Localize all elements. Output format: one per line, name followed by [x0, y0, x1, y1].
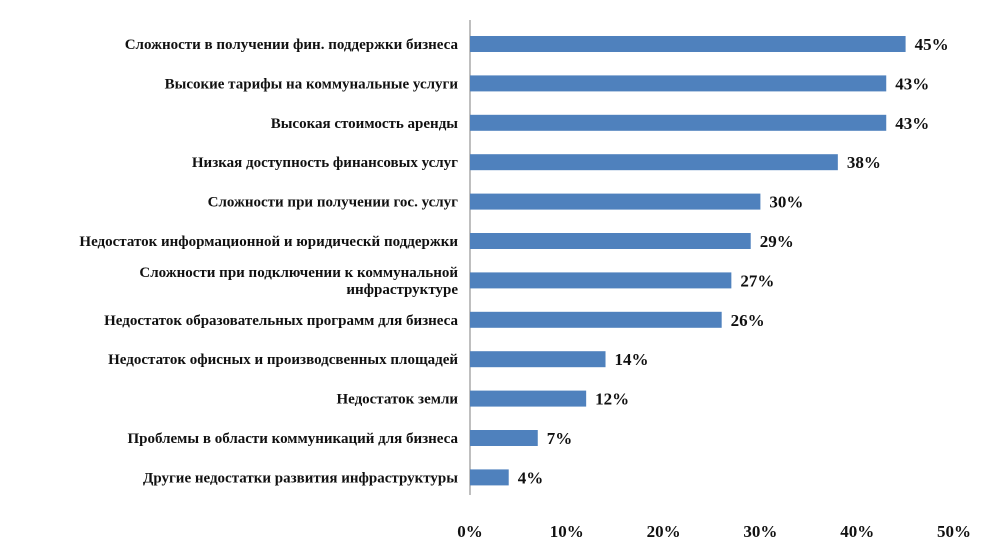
- bar: [470, 390, 587, 407]
- category-label: инфраструктуре: [346, 282, 458, 298]
- category-label: Недостаток образовательных программ для …: [104, 313, 458, 329]
- category-label: Сложности при получении гос. услуг: [208, 195, 459, 211]
- data-label: 43%: [895, 74, 929, 93]
- x-tick-label: 40%: [840, 522, 874, 541]
- data-label: 12%: [595, 390, 629, 409]
- data-label: 26%: [731, 311, 765, 330]
- category-label: Высокая стоимость аренды: [271, 116, 459, 132]
- bar: [470, 351, 606, 368]
- category-label: Недостаток офисных и производсвенных пло…: [108, 352, 458, 368]
- data-label: 45%: [915, 35, 949, 54]
- category-label: Недостаток информационной и юридическй п…: [79, 234, 458, 250]
- data-label: 7%: [547, 429, 573, 448]
- category-label: Высокие тарифы на коммунальные услуги: [165, 76, 459, 92]
- category-labels-group: Сложности в получении фин. поддержки биз…: [79, 37, 458, 486]
- data-labels-group: 45% 43% 43% 38% 30% 29% 27% 26% 14% 12% 7% 4%: [518, 35, 949, 487]
- category-label: Сложности при подключении к коммунальной: [139, 265, 458, 281]
- data-label: 4%: [518, 468, 544, 487]
- category-label: Проблемы в области коммуникаций для бизн…: [127, 431, 458, 447]
- category-label: Низкая доступность финансовых услуг: [192, 155, 458, 171]
- data-label: 30%: [769, 193, 803, 212]
- bar: [470, 430, 538, 446]
- data-label: 27%: [740, 271, 774, 290]
- bars-group: [470, 36, 906, 486]
- data-label: 14%: [615, 350, 649, 369]
- x-tick-label: 0%: [457, 522, 483, 541]
- data-label: 29%: [760, 232, 794, 251]
- bar: [470, 114, 887, 131]
- bar: [470, 75, 887, 92]
- bar: [470, 36, 906, 52]
- data-label: 43%: [895, 114, 929, 133]
- bar: [470, 193, 761, 210]
- category-label: Недостаток земли: [336, 392, 458, 408]
- data-label: 38%: [847, 153, 881, 172]
- category-label: Другие недостатки развития инфраструктур…: [143, 470, 458, 486]
- bar: [470, 154, 838, 171]
- bar: [470, 272, 732, 289]
- bar: [470, 233, 751, 249]
- x-tick-label: 10%: [550, 522, 584, 541]
- category-label: Сложности в получении фин. поддержки биз…: [125, 37, 459, 53]
- bar: [470, 311, 722, 328]
- x-tick-label: 30%: [743, 522, 777, 541]
- x-tick-label: 50%: [937, 522, 971, 541]
- bar: [470, 469, 509, 486]
- x-tick-labels-group: 0% 10% 20% 30% 40% 50%: [457, 522, 971, 541]
- x-tick-label: 20%: [647, 522, 681, 541]
